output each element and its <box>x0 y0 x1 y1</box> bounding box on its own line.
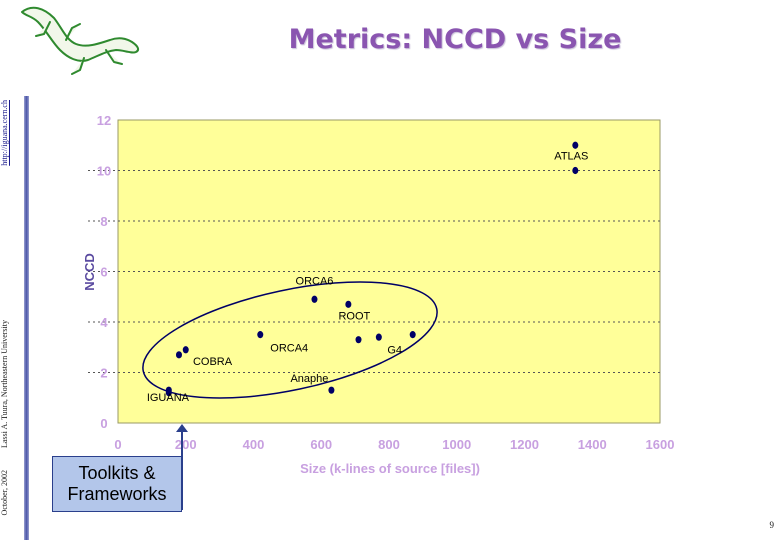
x-tick-label-1400: 1400 <box>578 437 607 452</box>
y-tick-label-2: 2 <box>100 366 107 381</box>
point-label-orca6: ORCA6 <box>296 275 334 287</box>
point-label-anaphe: Anaphe <box>290 373 328 385</box>
toolkits-frameworks-callout: Toolkits & Frameworks <box>52 456 182 512</box>
y-axis-label: NCCD <box>82 253 97 291</box>
y-tick-label-8: 8 <box>100 214 107 229</box>
data-point-3 <box>345 300 352 308</box>
x-tick-label-800: 800 <box>378 437 400 452</box>
y-tick-label-0: 0 <box>100 416 107 431</box>
y-tick-label-4: 4 <box>100 315 108 330</box>
point-labels: ATLAS ORCA6 ROOT ORCA4 G4 COBRA IGUANA Anaphe <box>147 150 589 404</box>
x-tick-label-600: 600 <box>310 437 332 452</box>
data-point-8 <box>182 346 189 354</box>
point-label-cobra: COBRA <box>193 356 233 368</box>
data-point-6 <box>375 333 382 341</box>
y-tick-label-10: 10 <box>97 164 111 179</box>
callout-arrowhead <box>176 424 188 432</box>
point-label-atlas: ATLAS <box>554 150 588 162</box>
page-number: 9 <box>769 520 775 530</box>
vertical-rule <box>24 96 29 540</box>
data-point-5 <box>355 336 362 344</box>
point-label-g4: G4 <box>387 345 402 357</box>
page-title: Metrics: NCCD vs Size <box>288 24 622 55</box>
data-point-7 <box>409 331 416 339</box>
x-tick-label-1600: 1600 <box>646 437 675 452</box>
x-axis-label: Size (k-lines of source [files]) <box>300 461 480 476</box>
x-tick-label-1000: 1000 <box>442 437 471 452</box>
point-label-root: ROOT <box>338 310 370 322</box>
data-point-1 <box>572 166 579 175</box>
x-tick-label-200: 200 <box>175 437 197 452</box>
data-point-9 <box>175 351 182 359</box>
data-point-0 <box>572 141 579 149</box>
data-point-2 <box>311 295 318 303</box>
x-tick-label-400: 400 <box>243 437 265 452</box>
x-tick-label-1200: 1200 <box>510 437 539 452</box>
y-tick-label-12: 12 <box>97 113 111 128</box>
data-point-4 <box>257 331 264 339</box>
point-label-iguana: IGUANA <box>147 392 190 404</box>
x-tick-labels: 0 200 400 600 800 1000 1200 1400 1600 <box>114 437 674 452</box>
point-label-orca4: ORCA4 <box>270 343 308 355</box>
data-point-11 <box>165 389 172 397</box>
x-tick-label-0: 0 <box>114 437 121 452</box>
toolkits-group-outline <box>142 281 438 399</box>
grid-lines <box>88 170 660 373</box>
lizard-logo-icon <box>21 6 140 75</box>
data-points <box>165 141 579 397</box>
y-tick-labels: 0 2 4 6 8 10 12 <box>97 113 111 431</box>
y-tick-label-6: 6 <box>100 265 107 280</box>
data-point-12 <box>328 386 335 394</box>
